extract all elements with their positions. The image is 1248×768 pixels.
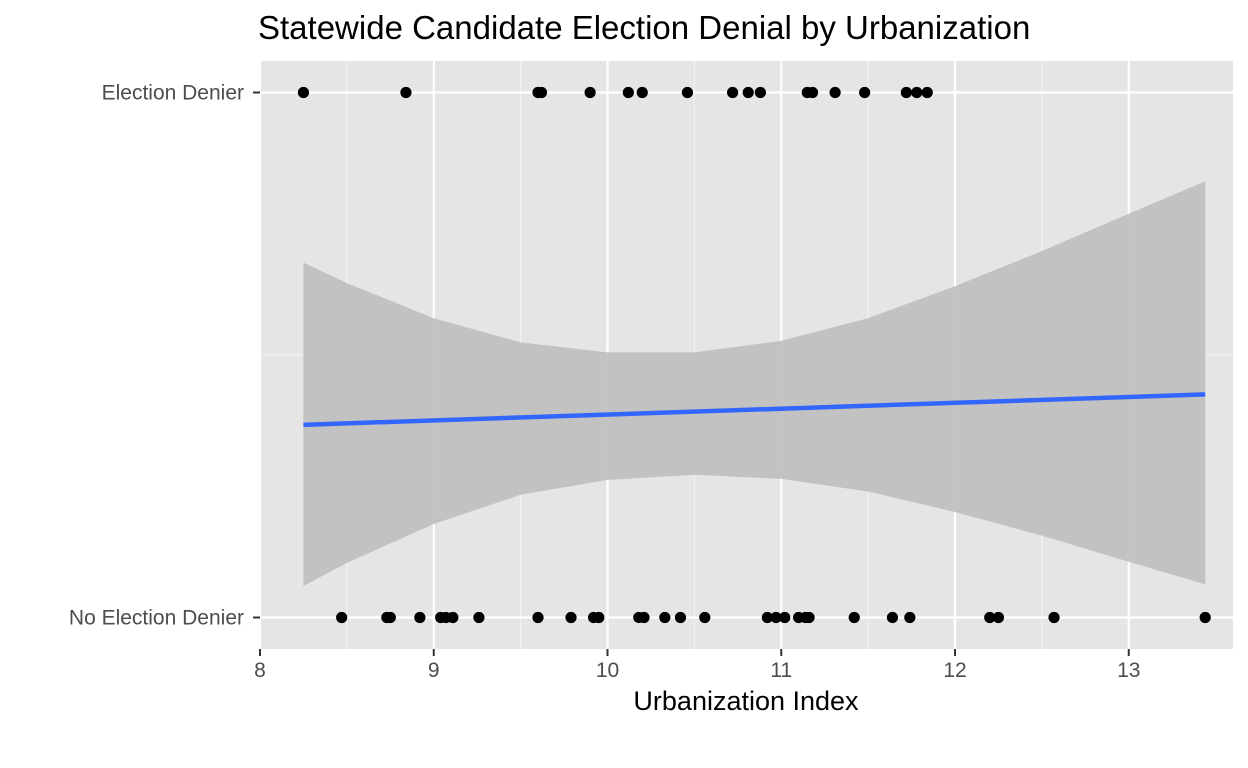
data-point: [1199, 611, 1211, 624]
data-point: [622, 86, 634, 99]
data-point: [904, 611, 916, 624]
data-point: [699, 611, 711, 624]
data-point: [535, 86, 548, 99]
data-point: [727, 86, 739, 99]
data-point: [770, 611, 782, 624]
data-point: [384, 611, 396, 624]
data-point: [659, 611, 671, 624]
data-point: [473, 611, 485, 624]
data-point: [336, 611, 348, 624]
x-tick-label: 10: [596, 659, 619, 682]
confidence-band: [303, 181, 1206, 586]
x-axis: 8 9 10 11 12 13: [254, 649, 1140, 682]
data-point: [638, 611, 650, 624]
data-point: [779, 611, 791, 624]
confidence-band-area: [303, 181, 1206, 586]
data-point: [911, 86, 923, 99]
data-point: [900, 86, 912, 99]
fit-line: [303, 392, 1206, 428]
x-tick-label: 8: [254, 659, 266, 682]
data-point: [754, 86, 767, 99]
data-point: [803, 611, 815, 624]
data-point: [584, 86, 596, 99]
x-tick-label: 11: [770, 659, 792, 682]
x-axis-title: Urbanization Index: [633, 686, 859, 716]
data-point: [400, 86, 412, 99]
data-point: [636, 86, 648, 99]
data-point: [848, 611, 860, 624]
data-point: [681, 86, 694, 99]
data-point: [984, 611, 996, 624]
data-point: [447, 611, 459, 624]
data-point: [1048, 611, 1060, 624]
data-point: [414, 611, 426, 624]
data-point: [761, 611, 773, 624]
data-point: [742, 86, 754, 99]
data-point: [297, 86, 310, 99]
data-point: [674, 611, 687, 624]
data-point: [532, 611, 544, 624]
y-tick-label: Election Denier: [102, 82, 244, 105]
chart-title: Statewide Candidate Election Denial by U…: [258, 9, 1030, 46]
data-point: [859, 86, 871, 99]
data-point: [921, 86, 933, 99]
data-point: [565, 611, 577, 624]
data-point: [806, 86, 819, 99]
y-axis: No Election Denier Election Denier: [69, 82, 260, 630]
x-tick-label: 9: [428, 659, 440, 682]
x-tick-label: 13: [1117, 659, 1140, 682]
fit-line-group: [303, 392, 1206, 428]
data-points: [297, 86, 1211, 624]
x-tick-label: 12: [943, 659, 966, 682]
data-point: [829, 86, 841, 99]
data-point: [886, 611, 899, 624]
data-point: [593, 611, 605, 624]
y-tick-label: No Election Denier: [69, 607, 244, 630]
data-point: [992, 611, 1005, 624]
